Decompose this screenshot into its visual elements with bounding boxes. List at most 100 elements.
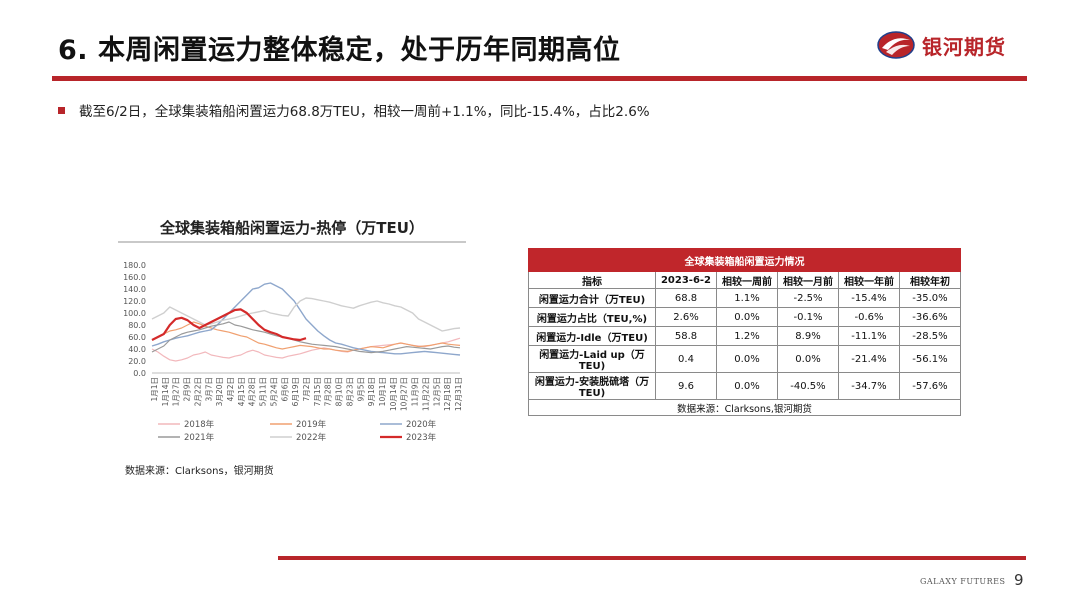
table-cell: 0.0% <box>716 307 778 327</box>
y-tick-label: 120.0 <box>123 297 146 306</box>
x-tick-label: 12月5日 <box>432 377 441 406</box>
table-row-label: 闲置运力-Laid up（万TEU) <box>528 345 656 373</box>
table-header-cell: 相较一周前 <box>716 271 778 289</box>
legend-label: 2022年 <box>296 432 327 443</box>
x-tick-label: 6月19日 <box>291 377 300 406</box>
x-tick-label: 11月22日 <box>421 377 430 411</box>
x-tick-label: 4月15日 <box>237 377 246 406</box>
chart-title: 全球集装箱船闲置运力-热停（万TEU） <box>160 219 424 237</box>
footer-divider <box>278 556 1026 560</box>
x-tick-label: 5月24日 <box>269 377 278 406</box>
logo-text: 银河期货 <box>922 34 1006 59</box>
chart-title-divider <box>118 241 466 243</box>
table-title: 全球集装箱船闲置运力情况 <box>528 248 961 272</box>
table-cell: -36.6% <box>899 307 961 327</box>
table-row-label: 闲置运力占比（TEU,%) <box>528 307 656 327</box>
table-cell: -0.1% <box>777 307 839 327</box>
table-header-row: 指标 2023-6-2 相较一周前 相较一月前 相较一年前 相较年初 <box>528 271 961 289</box>
table-row-label: 闲置运力合计（万TEU) <box>528 288 656 308</box>
table-cell: -56.1% <box>899 345 961 373</box>
table-cell: 1.2% <box>716 326 778 346</box>
legend-label: 2020年 <box>406 419 437 430</box>
table-cell: -57.6% <box>899 372 961 400</box>
x-tick-label: 4月2日 <box>226 377 235 402</box>
galaxy-logo: 银河期货 <box>876 28 1006 62</box>
x-tick-label: 3月20日 <box>215 377 224 406</box>
series-line-2018年 <box>151 337 461 362</box>
x-tick-label: 6月6日 <box>280 377 289 402</box>
y-tick-label: 0.0 <box>133 369 146 378</box>
idle-capacity-line-chart: 180.0 160.0 140.0 120.0 100.0 80.0 60.0 40.0 20.… <box>123 261 463 443</box>
x-tick-label: 8月23日 <box>345 377 354 406</box>
x-tick-label: 9月5日 <box>356 377 365 402</box>
table-row: 闲置运力-安装脱硫塔（万TEU) 9.6 0.0% -40.5% -34.7% -57.6… <box>528 372 961 400</box>
y-tick-label: 140.0 <box>123 285 146 294</box>
table-cell: -40.5% <box>777 372 839 400</box>
legend-label: 2023年 <box>406 432 437 443</box>
x-tick-label: 10月14日 <box>389 377 398 411</box>
table-cell: 8.9% <box>777 326 839 346</box>
table-row-label: 闲置运力-Idle（万TEU) <box>528 326 656 346</box>
series-line-2023年 <box>151 308 307 342</box>
page-number: 9 <box>1014 571 1024 589</box>
x-tick-label: 8月10日 <box>335 377 344 406</box>
table-cell: -21.4% <box>838 345 900 373</box>
x-tick-label: 5月11日 <box>259 377 268 406</box>
table-header-cell: 相较一月前 <box>777 271 839 289</box>
x-tick-label: 7月15日 <box>313 377 322 406</box>
x-tick-label: 12月31日 <box>454 377 463 411</box>
x-tick-label: 1月27日 <box>172 377 181 406</box>
table-row: 闲置运力-Laid up（万TEU) 0.4 0.0% 0.0% -21.4% -56.1… <box>528 345 961 373</box>
summary-bullet: 截至6/2日，全球集装箱船闲置运力68.8万TEU，相较一周前+1.1%，同比-… <box>58 100 650 120</box>
series-line-2020年 <box>151 282 461 356</box>
footer-brand: GALAXY FUTURES <box>920 577 1006 586</box>
table-row: 闲置运力占比（TEU,%) 2.6% 0.0% -0.1% -0.6% -36.6% <box>528 307 961 327</box>
x-tick-label: 7月2日 <box>302 377 311 402</box>
table-cell: -35.0% <box>899 288 961 308</box>
legend-label: 2019年 <box>296 419 327 430</box>
chart-source: 数据来源：Clarksons，银河期货 <box>125 466 274 477</box>
table-header-cell: 相较年初 <box>899 271 961 289</box>
x-tick-label: 10月27日 <box>400 377 409 411</box>
table-cell: -34.7% <box>838 372 900 400</box>
x-tick-label: 7月28日 <box>324 377 333 406</box>
x-tick-label: 10月1日 <box>378 377 387 406</box>
legend-label: 2021年 <box>184 432 215 443</box>
y-tick-label: 80.0 <box>128 321 146 330</box>
idle-capacity-table: 全球集装箱船闲置运力情况 指标 2023-6-2 相较一周前 相较一月前 相较一年前 相较… <box>528 248 961 416</box>
x-tick-label: 9月18日 <box>367 377 376 406</box>
table-cell: -11.1% <box>838 326 900 346</box>
table-body: 闲置运力合计（万TEU) 68.8 1.1% -2.5% -15.4% -35.0% 闲置运… <box>528 288 961 400</box>
table-cell: 0.0% <box>777 345 839 373</box>
table-cell: -28.5% <box>899 326 961 346</box>
x-tick-label: 2月9日 <box>183 377 192 402</box>
table-row-label: 闲置运力-安装脱硫塔（万TEU) <box>528 372 656 400</box>
y-tick-label: 60.0 <box>128 333 146 342</box>
table-header-cell: 相较一年前 <box>838 271 900 289</box>
galaxy-logo-icon <box>877 31 915 59</box>
x-tick-label: 4月28日 <box>248 377 257 406</box>
bullet-text: 截至6/2日，全球集装箱船闲置运力68.8万TEU，相较一周前+1.1%，同比-… <box>79 104 650 120</box>
x-tick-label: 3月7日 <box>204 377 213 402</box>
x-tick-label: 1月1日 <box>150 377 159 402</box>
table-row: 闲置运力-Idle（万TEU) 58.8 1.2% 8.9% -11.1% -28.5% <box>528 326 961 346</box>
title-divider <box>52 76 1027 81</box>
x-tick-label: 2月22日 <box>193 377 202 406</box>
table-cell: 0.0% <box>716 372 778 400</box>
series-line-2021年 <box>151 321 461 354</box>
table-header-cell: 2023-6-2 <box>655 271 717 289</box>
bullet-square-icon <box>58 106 65 114</box>
table-cell: 1.1% <box>716 288 778 308</box>
table-source: 数据来源：Clarksons,银河期货 <box>528 399 961 416</box>
y-tick-label: 160.0 <box>123 273 146 282</box>
table-cell: -15.4% <box>838 288 900 308</box>
table-cell: -2.5% <box>777 288 839 308</box>
slide-title: 6. 本周闲置运力整体稳定，处于历年同期高位 <box>58 35 621 66</box>
table-cell: 0.0% <box>716 345 778 373</box>
x-tick-label: 11月9日 <box>411 377 420 406</box>
table-cell: -0.6% <box>838 307 900 327</box>
table-cell: 58.8 <box>655 326 717 346</box>
table-cell: 68.8 <box>655 288 717 308</box>
table-header-cell: 指标 <box>528 271 656 289</box>
x-tick-label: 1月14日 <box>161 377 170 406</box>
